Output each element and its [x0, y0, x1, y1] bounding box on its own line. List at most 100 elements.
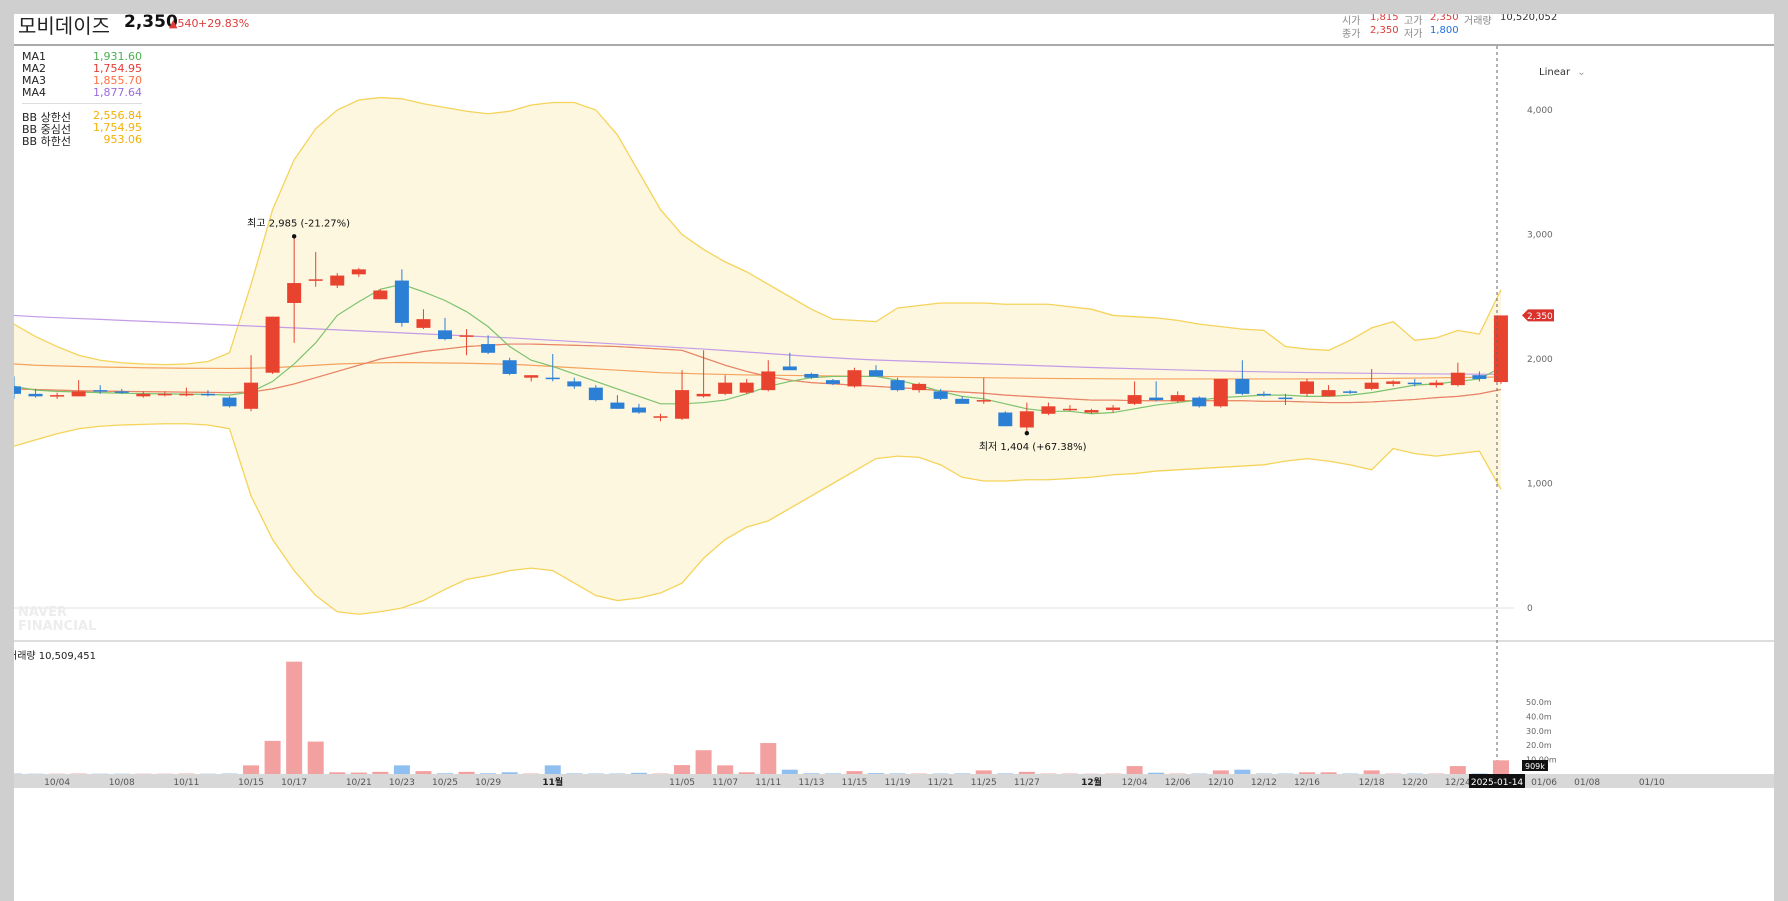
x-tick-label: 12/04: [1122, 778, 1148, 788]
quote-low-label: 저가: [1404, 29, 1423, 40]
candle-body: [394, 280, 409, 323]
x-tick-label: 10/17: [281, 778, 307, 788]
quote-open-label: 시가: [1342, 16, 1361, 27]
x-tick-label: 11/19: [885, 778, 911, 788]
candle-body: [1429, 382, 1444, 386]
quote-close-value: 2,350: [1370, 25, 1399, 36]
volume-bar: [329, 772, 346, 774]
y-tick-label: 2,000: [1527, 355, 1553, 365]
candle-body: [588, 387, 603, 401]
candle-body: [1450, 372, 1465, 386]
quote-low-value: 1,800: [1430, 25, 1459, 36]
legend-bb-lower: BB 하한선 953.06: [22, 133, 142, 149]
legend-ma4-name: MA4: [22, 86, 47, 99]
chart-frame: 모비데이즈 2,350 ▲540 +29.83% 시가 1,815 고가 2,3…: [14, 14, 1774, 901]
volume-bar: [1126, 766, 1143, 774]
bb-band-fill: [14, 97, 1501, 615]
volume-bar: [458, 771, 475, 774]
volume-bar: [1363, 770, 1380, 774]
legend-ma2-name: MA2: [22, 62, 47, 75]
x-tick-label: 10/23: [389, 778, 415, 788]
x-tick-label: 01/08: [1574, 778, 1600, 788]
stock-name: 모비데이즈: [18, 14, 110, 38]
legend-ma3-value: 1,855.70: [93, 74, 142, 87]
legend-bb-center-name: BB 중심선: [22, 123, 71, 136]
candle-body: [933, 391, 948, 399]
low-annotation: 최저 1,404 (+67.38%): [979, 441, 1087, 453]
candle-body: [1106, 407, 1121, 411]
candle-body: [847, 370, 862, 387]
x-tick-label: 11/07: [712, 778, 738, 788]
candle-body: [631, 407, 646, 413]
candle-body: [675, 390, 690, 419]
volume-bar: [1212, 770, 1229, 774]
quote-volume-label: 거래량: [1464, 16, 1492, 27]
candle-body: [287, 283, 302, 303]
x-tick-label: 12/18: [1359, 778, 1385, 788]
candle-body: [890, 380, 905, 391]
volume-bar: [307, 741, 324, 774]
volume-bar: [868, 773, 884, 775]
quote-open-value: 1,815: [1370, 14, 1399, 23]
x-tick-label: 12/24: [1445, 778, 1471, 788]
candle-body: [825, 380, 840, 384]
x-tick-label: 11/11: [755, 778, 781, 788]
scale-mode-select[interactable]: Linear ⌄: [1539, 67, 1586, 78]
x-tick-label: 10/04: [44, 778, 70, 788]
volume-bar: [480, 773, 497, 775]
x-tick-label: 12/06: [1165, 778, 1191, 788]
volume-tick-label: 50.0m: [1526, 698, 1552, 707]
candle-body: [1364, 382, 1379, 389]
candle-body: [1472, 375, 1487, 379]
candle-body: [1321, 390, 1336, 397]
x-tick-label: 10/08: [109, 778, 135, 788]
volume-bar: [717, 765, 734, 774]
candle-body: [157, 393, 172, 396]
candle-body: [222, 397, 237, 407]
x-tick-label: 11/21: [928, 778, 954, 788]
x-tick-label: 10/29: [475, 778, 501, 788]
candle-body: [524, 375, 539, 378]
candle-body: [1407, 382, 1422, 385]
candle-body: [761, 371, 776, 391]
price-change: ▲540: [169, 17, 199, 30]
candle-body: [93, 390, 108, 392]
volume-bar: [566, 773, 583, 775]
volume-bar: [630, 772, 647, 774]
candle-body: [998, 412, 1013, 427]
legend-bb-lower-value: 953.06: [103, 133, 143, 146]
candle-body: [14, 386, 21, 394]
legend-bb-upper: BB 상한선 2,556.84: [22, 109, 142, 125]
x-tick-label: 12/12: [1251, 778, 1277, 788]
candle-body: [1084, 410, 1099, 413]
volume-bar: [501, 772, 518, 774]
candle-body: [28, 393, 43, 397]
volume-bar: [544, 765, 561, 774]
legend-ma4: MA4 1,877.64: [22, 86, 142, 99]
candle-body: [739, 382, 754, 393]
volume-bar: [1299, 772, 1315, 774]
high-marker: [291, 234, 297, 239]
candle-body: [438, 330, 452, 340]
candle-body: [114, 391, 129, 393]
x-tick-label: 11/13: [798, 778, 824, 788]
candle-body: [1493, 315, 1508, 383]
volume-bar: [738, 772, 755, 774]
volume-bar: [781, 769, 798, 774]
candle-body: [976, 400, 991, 402]
legend-ma2: MA2 1,754.95: [22, 62, 142, 75]
x-tick-label: 11/05: [669, 778, 695, 788]
x-tick-label: 10/15: [238, 778, 264, 788]
y-tick-label: 0: [1527, 604, 1533, 614]
candle-body: [1386, 381, 1401, 384]
volume-bar: [286, 661, 303, 774]
y-tick-label: 3,000: [1527, 231, 1553, 241]
ma1-line: [14, 283, 1502, 415]
x-tick-label: 11/15: [841, 778, 867, 788]
price-chart[interactable]: 최고 2,985 (-21.27%) 최저 1,404 (+67.38%) 0 1,0…: [14, 14, 1774, 901]
volume-bar: [1148, 772, 1165, 774]
candle-body: [804, 373, 819, 378]
candle-body: [696, 393, 711, 397]
watermark-line2: FINANCIAL: [18, 619, 96, 634]
candle-body: [1149, 397, 1164, 401]
